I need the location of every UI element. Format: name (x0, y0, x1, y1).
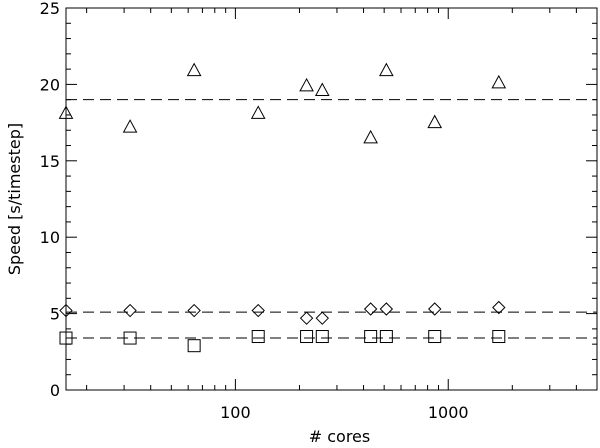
triangle-point (363, 129, 378, 144)
diamond-point (379, 302, 394, 316)
diamond-point (187, 303, 201, 318)
diamond-point (59, 303, 73, 318)
square-point (315, 330, 329, 344)
triangle-point (58, 105, 74, 119)
y-tick-label: 25 (40, 0, 60, 18)
triangle-point (314, 82, 330, 97)
triangle-point (250, 105, 266, 119)
y-tick-label: 5 (50, 305, 60, 324)
square-point (187, 339, 201, 353)
triangle-point (299, 77, 314, 92)
x-tick-label: 100 (220, 403, 251, 422)
y-axis-ticks: 0 5 10 15 20 25 (40, 0, 597, 400)
y-tick-label: 10 (40, 228, 60, 247)
square-point (251, 330, 265, 344)
square-point (123, 331, 137, 345)
square-point (300, 330, 314, 344)
x-tick-label: 1000 (428, 403, 469, 422)
y-tick-label: 15 (40, 152, 60, 171)
x-axis-ticks: 100 1000 (86, 8, 598, 422)
square-point (379, 330, 393, 344)
diamond-point (299, 311, 314, 325)
y-tick-label: 20 (40, 75, 60, 94)
triangle-point (122, 119, 138, 133)
diamond-point (428, 302, 442, 316)
square-point (492, 330, 506, 344)
triangle-point (186, 62, 202, 77)
triangle-point (491, 74, 507, 89)
square-point (364, 330, 378, 344)
square-point (428, 330, 442, 344)
triangle-point (427, 114, 443, 129)
x-axis-title: # cores (309, 427, 370, 446)
y-tick-label: 0 (50, 381, 60, 400)
plot-frame (65, 7, 598, 391)
diamond-point (315, 311, 329, 325)
triangle-point (379, 62, 394, 77)
data-markers (58, 62, 507, 353)
diamond-point (123, 303, 137, 318)
diamond-point (251, 303, 265, 318)
reference-lines (66, 99, 597, 339)
plot-border (65, 7, 598, 391)
diamond-point (363, 302, 378, 316)
y-axis-title: Speed [s/timestep] (5, 123, 24, 275)
diamond-point (492, 300, 506, 315)
